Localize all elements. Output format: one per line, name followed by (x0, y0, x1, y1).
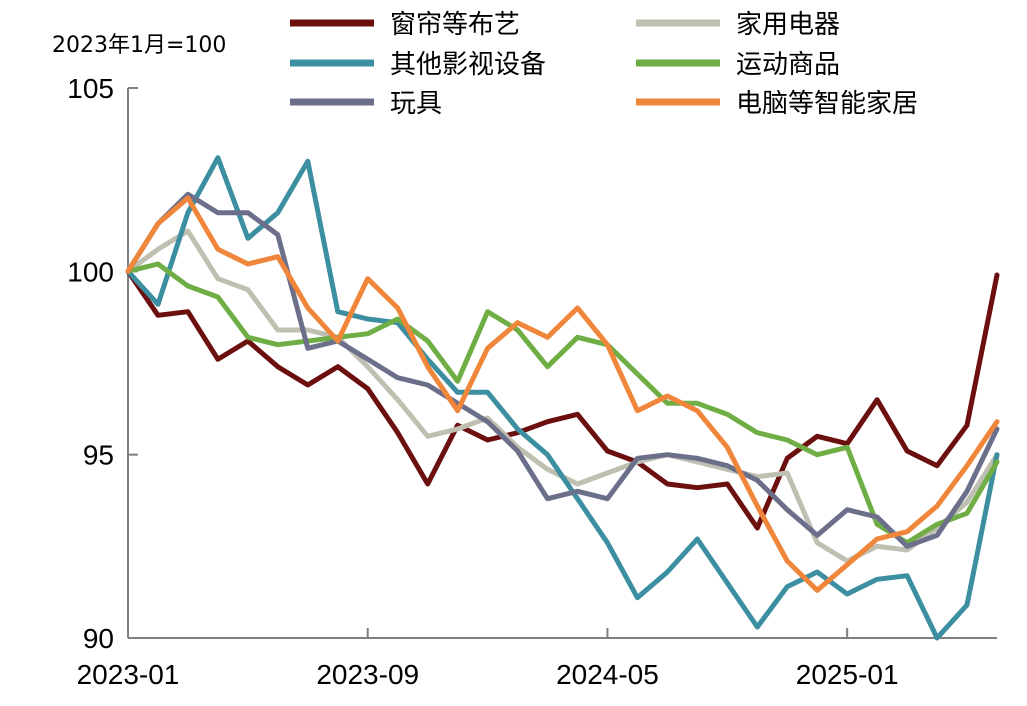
legend-label-6: 电脑等智能家居 (736, 89, 918, 119)
axes: 90 95 100 105 2023-01 2023-09 2024-05 2025-01 (67, 73, 997, 690)
series-line-1 (125, 268, 1000, 531)
series-line-2 (125, 228, 1000, 564)
series-line-3 (125, 155, 1000, 641)
unit-note: 2023年1月=100 (52, 33, 226, 58)
legend-label-2: 家用电器 (736, 10, 840, 40)
y-tick-label: 90 (83, 623, 114, 654)
legend-label-3: 其他影视设备 (390, 50, 546, 80)
series-line-4 (125, 261, 1000, 546)
y-tick-label: 100 (67, 256, 114, 287)
x-tick-label: 2023-01 (77, 659, 180, 690)
x-tick-label: 2025-01 (796, 659, 899, 690)
legend-label-5: 玩具 (390, 89, 442, 119)
y-tick-label: 95 (83, 440, 114, 471)
y-tick-label: 105 (67, 73, 114, 104)
series-line-5 (125, 191, 1000, 549)
legend-label-4: 运动商品 (736, 50, 840, 80)
x-tick-label: 2024-05 (556, 659, 659, 690)
series-line-6 (125, 195, 1000, 593)
x-tick-label: 2023-09 (316, 659, 419, 690)
series-lines (125, 155, 1000, 641)
legend-label-1: 窗帘等布艺 (390, 10, 520, 40)
